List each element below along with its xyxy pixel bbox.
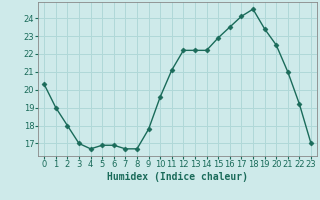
X-axis label: Humidex (Indice chaleur): Humidex (Indice chaleur)	[107, 172, 248, 182]
